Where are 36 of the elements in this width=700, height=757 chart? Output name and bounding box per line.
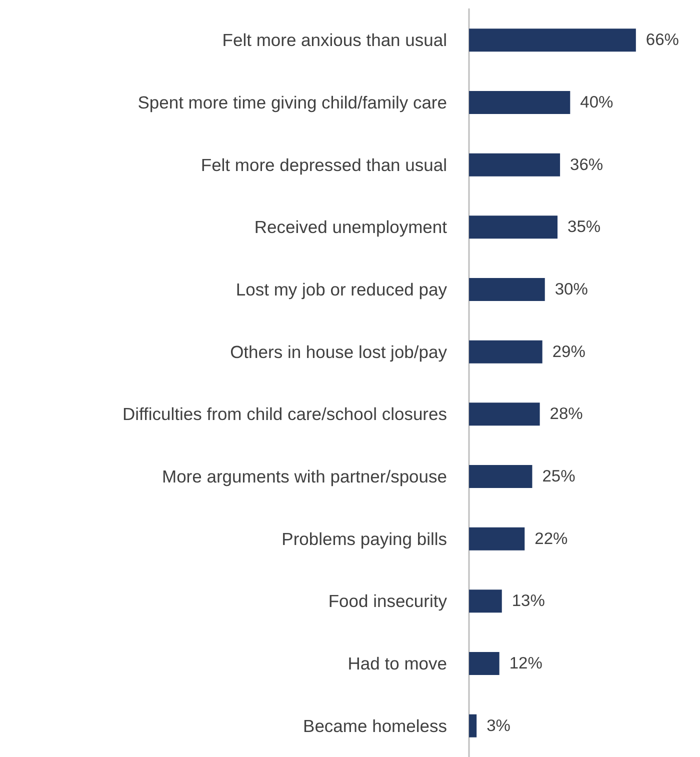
data-label: 30%	[554, 280, 588, 298]
bar	[469, 652, 500, 675]
y-tick-label: Problems paying bills	[282, 528, 448, 549]
data-label: 35%	[568, 218, 601, 236]
bar	[469, 590, 502, 613]
data-label: 22%	[534, 530, 568, 548]
y-tick-label: Difficulties from child care/school closures	[122, 404, 448, 424]
y-tick-label: Had to move	[348, 654, 447, 674]
y-tick-label: More arguments with partner/spouse	[162, 466, 447, 486]
y-tick-label: Became homeless	[303, 716, 448, 736]
y-tick-label: Food insecurity	[328, 591, 448, 612]
y-tick-label: Lost my job or reduced pay	[236, 280, 448, 300]
y-tick-label: Felt more depressed than usual	[200, 154, 447, 175]
data-label: 36%	[570, 156, 604, 174]
bar	[469, 402, 540, 426]
y-tick-label: Spent more time giving child/family care	[138, 92, 447, 112]
bar	[469, 28, 636, 52]
y-tick-label: Others in house lost job/pay	[230, 342, 448, 362]
bar	[469, 216, 558, 239]
bar	[469, 278, 545, 301]
data-label: 13%	[512, 592, 546, 610]
data-label: 3%	[486, 716, 511, 735]
y-tick-label: Felt more anxious than usual	[222, 30, 447, 50]
data-label: 66%	[646, 31, 680, 50]
bar	[469, 527, 525, 550]
bar	[469, 714, 477, 738]
y-tick-label: Received unemployment	[254, 217, 448, 238]
bar	[469, 153, 560, 176]
bar	[469, 465, 532, 488]
bar	[469, 340, 542, 364]
data-label: 29%	[552, 342, 586, 361]
data-label: 28%	[550, 405, 584, 424]
data-label: 40%	[580, 94, 614, 112]
bar	[469, 91, 570, 114]
data-label: 12%	[509, 654, 543, 672]
data-label: 25%	[542, 468, 576, 486]
